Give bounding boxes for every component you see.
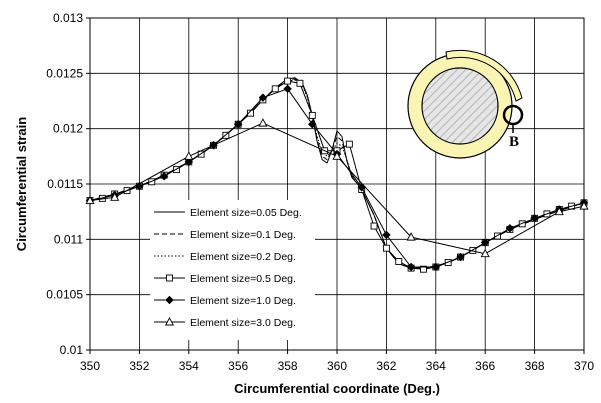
- legend-marker: [165, 295, 174, 305]
- data-point: [184, 151, 194, 160]
- data-point: [395, 258, 403, 265]
- data-point: [406, 232, 416, 241]
- legend-entry: Element size=0.2 Deg.: [154, 251, 296, 263]
- data-point: [382, 230, 391, 240]
- x-tick-label: 358: [278, 359, 298, 373]
- x-tick-label: 364: [426, 359, 446, 373]
- y-tick-label: 0.0115: [47, 177, 83, 191]
- series-6: [85, 118, 589, 258]
- x-axis-title: Circumferential coordinate (Deg.): [234, 381, 440, 396]
- plot-frame: [89, 17, 585, 351]
- data-point: [332, 151, 342, 160]
- legend-entry: Element size=1.0 Deg.: [154, 295, 296, 307]
- y-tick-labels: 0.01 0.0105 0.011 0.0115 0.012 0.0125 0.013: [46, 11, 83, 357]
- x-tick-label: 352: [129, 359, 149, 373]
- legend-marker: [166, 274, 173, 282]
- data-point: [406, 262, 416, 272]
- x-tick-label: 362: [376, 359, 396, 373]
- data-point: [518, 220, 526, 228]
- legend-box: [150, 200, 315, 340]
- legend-label: Element size=0.05 Deg.: [190, 207, 302, 219]
- pipe-inset-diagram: B: [407, 49, 524, 159]
- legend-entry: Element size=0.5 Deg.: [154, 273, 296, 285]
- legend-label: Element size=1.0 Deg.: [190, 295, 296, 307]
- data-point: [480, 238, 490, 247]
- y-tick-label: 0.011: [54, 232, 83, 246]
- legend-label: Element size=3.0 Deg.: [190, 317, 296, 329]
- data-point: [159, 172, 169, 181]
- data-point: [271, 85, 279, 93]
- data-point: [258, 118, 268, 127]
- y-tick-label: 0.01: [60, 343, 84, 357]
- legend-label: Element size=0.1 Deg.: [190, 229, 296, 241]
- data-point: [370, 222, 378, 230]
- y-tick-label: 0.0105: [46, 288, 83, 302]
- y-tick-label: 0.013: [53, 11, 83, 25]
- x-tick-label: 370: [574, 359, 594, 373]
- data-point: [579, 201, 589, 210]
- data-point: [184, 157, 194, 167]
- data-point: [505, 224, 515, 233]
- data-point: [233, 120, 243, 129]
- x-tick-labels: 350 352 354 356 358 360 362 364 366 368 370: [80, 359, 594, 373]
- data-point: [110, 192, 120, 201]
- data-point: [530, 214, 539, 223]
- data-point: [308, 120, 317, 129]
- legend-label: Element size=0.2 Deg.: [190, 251, 296, 263]
- x-tick-label: 366: [475, 359, 495, 373]
- x-tick-label: 350: [80, 359, 100, 373]
- data-point: [431, 262, 441, 272]
- legend-entry: Element size=3.0 Deg.: [154, 317, 296, 329]
- data-point: [444, 259, 452, 267]
- data-point: [456, 252, 465, 262]
- legend-label: Element size=0.5 Deg.: [190, 273, 296, 285]
- series-layer: [85, 77, 589, 273]
- data-point: [85, 195, 95, 205]
- data-point: [420, 265, 427, 273]
- x-tick-label: 354: [179, 359, 199, 373]
- legend-entry: Element size=0.05 Deg.: [154, 207, 302, 219]
- data-point: [284, 77, 292, 85]
- data-point: [296, 79, 304, 87]
- outer-arc-band: [445, 49, 523, 102]
- data-point: [382, 244, 390, 252]
- legend-marker: [164, 317, 175, 326]
- location-b-label: B: [509, 134, 519, 150]
- data-point: [258, 93, 268, 102]
- data-point: [480, 248, 490, 258]
- y-axis-title: Circumferential strain: [14, 117, 29, 251]
- x-tick-label: 356: [228, 359, 248, 373]
- y-tick-label: 0.0125: [46, 66, 83, 80]
- x-tick-label: 368: [525, 359, 545, 373]
- legend: Element size=0.05 Deg. Element size=0.1 D…: [150, 200, 315, 340]
- data-point: [308, 111, 316, 119]
- data-point: [247, 109, 255, 117]
- x-tick-label: 360: [327, 359, 347, 373]
- data-point: [283, 84, 292, 94]
- data-point: [554, 206, 564, 216]
- data-point: [345, 140, 353, 148]
- y-tick-label: 0.012: [53, 122, 83, 136]
- legend-entry: Element size=0.1 Deg.: [154, 229, 296, 241]
- pipe-core: [421, 67, 499, 145]
